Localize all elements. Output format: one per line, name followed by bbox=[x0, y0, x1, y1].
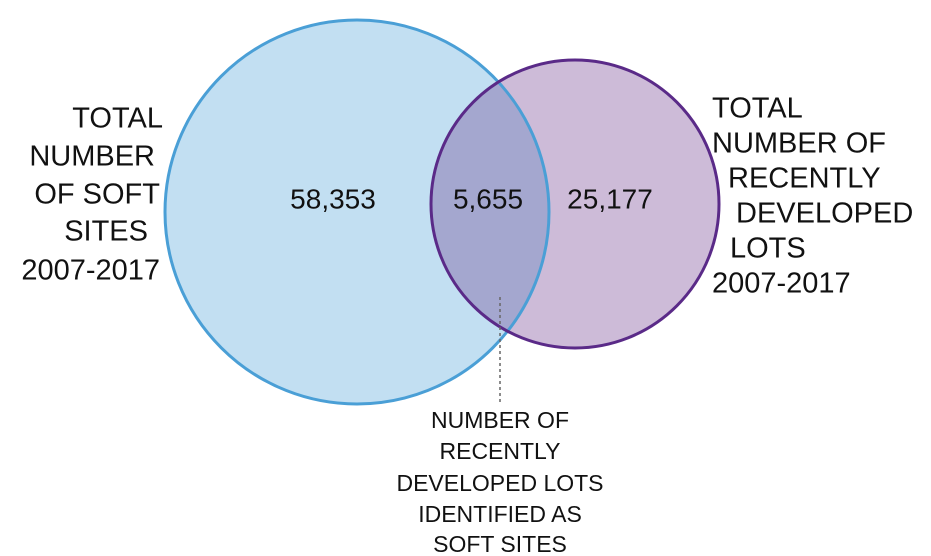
label-line: NUMBER bbox=[29, 141, 155, 173]
label-line: NUMBER OF bbox=[431, 407, 569, 433]
soft-sites-circle bbox=[165, 20, 549, 404]
label-line: 2007-2017 bbox=[21, 255, 160, 287]
label-line: SITES bbox=[64, 216, 148, 248]
intersection-area bbox=[431, 60, 549, 348]
intersection-label: NUMBER OF RECENTLY DEVELOPED LOTS IDENTI… bbox=[396, 407, 603, 556]
developed-lots-outline bbox=[429, 58, 721, 350]
label-line: NUMBER OF bbox=[712, 128, 886, 160]
label-line: IDENTIFIED AS bbox=[418, 501, 582, 527]
label-line: RECENTLY bbox=[728, 163, 881, 195]
count: 25,177 bbox=[567, 183, 653, 214]
label-line: OF SOFT bbox=[34, 179, 160, 211]
label-line: RECENTLY bbox=[440, 438, 561, 464]
label-line: 2007-2017 bbox=[712, 268, 851, 300]
label-line: DEVELOPED LOTS bbox=[396, 470, 603, 496]
label-line: TOTAL bbox=[712, 93, 803, 125]
label-line: TOTAL bbox=[72, 103, 163, 135]
label-line: SOFT SITES bbox=[433, 531, 567, 556]
left-label: TOTAL NUMBER OF SOFT SITES 2007-2017 bbox=[21, 103, 163, 287]
label-line: LOTS bbox=[730, 233, 806, 265]
count: 58,353 bbox=[290, 183, 376, 214]
count: 5,655 bbox=[453, 183, 523, 214]
label-line: DEVELOPED bbox=[736, 198, 913, 230]
right-label: TOTAL NUMBER OF RECENTLY DEVELOPED LOTS … bbox=[712, 93, 913, 300]
soft-sites-outline bbox=[163, 18, 551, 406]
